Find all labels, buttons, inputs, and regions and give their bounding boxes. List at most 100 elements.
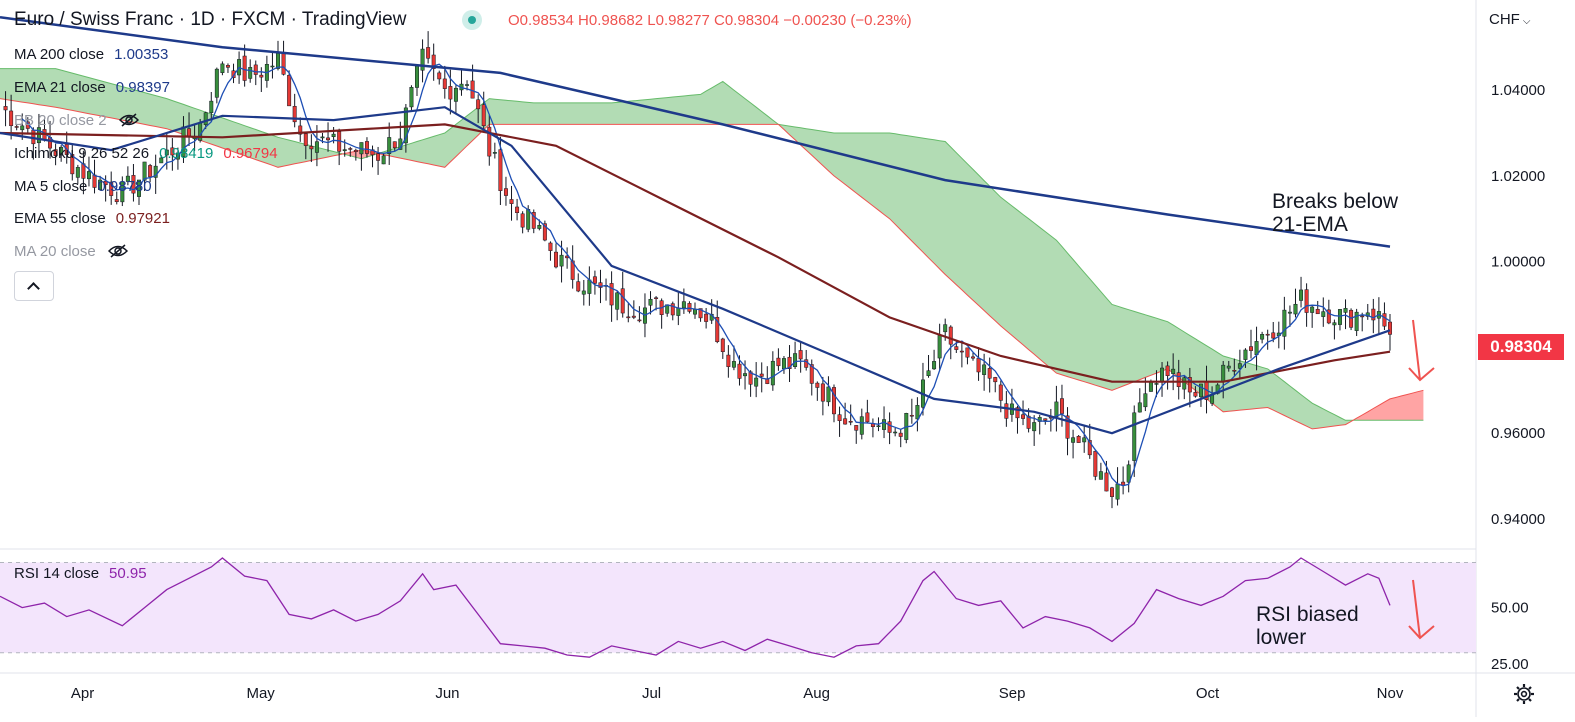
collapse-legend-button[interactable] [14,271,54,301]
candle-body [270,65,275,68]
candle-body [1098,471,1103,480]
candle-body [281,53,286,75]
gear-icon[interactable] [1513,683,1535,705]
candle-body [592,276,597,284]
candle-body [153,165,158,178]
candle-body [353,149,358,152]
candle-body [826,386,831,403]
candle-body [876,425,881,427]
annotation-line: 21-EMA [1272,213,1348,236]
candle-body [86,171,91,180]
candle-body [170,147,175,156]
candle-body [364,141,369,154]
price-tick-label: 1.04000 [1491,82,1545,99]
currency-selector[interactable]: CHF ⌵ [1489,11,1530,28]
candle-body [1065,415,1070,439]
candle-body [743,373,748,377]
legend-ma200[interactable]: MA 200 close 1.00353 [14,46,168,63]
candle-body [854,425,859,431]
candle-body [1221,364,1226,383]
candles [3,31,1392,509]
legend-ma5[interactable]: MA 5 close 0.98780 [14,178,152,195]
legend-ema21[interactable]: EMA 21 close 0.98397 [14,79,170,96]
candle-body [948,326,953,345]
candle-body [648,298,653,306]
candle-body [982,364,987,375]
candle-body [1243,349,1248,360]
candle-body [248,67,253,79]
candle-body [965,347,970,358]
candle-body [1337,309,1342,325]
candle-body [693,309,697,315]
legend-ema55[interactable]: EMA 55 close 0.97921 [14,210,170,227]
candle-body [403,107,408,144]
candle-body [1071,437,1076,443]
cloud-bearish [1356,390,1424,421]
candle-body [253,64,258,75]
candle-body [320,136,325,139]
legend-label: EMA 21 close [14,79,106,96]
candle-body [1182,377,1187,390]
legend-bb20[interactable]: BB 20 close 2 [14,112,139,129]
candle-body [882,419,887,430]
legend-value: 0.98780 [97,178,152,195]
candle-body [754,377,759,387]
candle-body [587,279,592,294]
legend-label: MA 20 close [14,243,96,260]
candle-body [1260,334,1265,340]
candle-body [487,126,492,157]
market-status-icon[interactable] [462,10,482,30]
candle-body [59,146,64,156]
candle-body [531,212,536,229]
candle-body [187,128,192,137]
legend-label: MA 5 close [14,178,88,195]
candle-body [1126,464,1131,483]
candle-body [1299,289,1304,301]
eye-hidden-icon[interactable] [107,244,128,258]
last-price-label: 0.98304 [1478,334,1564,360]
candle-body [932,361,937,370]
candle-body [148,165,153,178]
legend-ichimoku[interactable]: Ichimoku 9 26 52 26 0.98419 0.96794 [14,145,278,162]
candle-body [626,316,631,319]
annotation-breaks-ema: Breaks below 21-EMA [1272,190,1398,236]
candle-body [503,188,508,196]
candle-body [476,99,481,110]
ema55-line [0,123,1391,383]
candle-body [1026,415,1031,429]
eye-hidden-icon[interactable] [118,113,139,127]
candle-body [314,141,319,153]
legend-ma20[interactable]: MA 20 close [14,243,128,260]
candle-body [1093,451,1098,477]
annotation-line: Breaks below [1272,190,1399,213]
candle-body [1310,306,1315,313]
down-arrow-icon [1408,579,1435,640]
rsi-line [0,557,1391,658]
price-tick-label: 1.02000 [1491,168,1545,185]
candle-body [848,421,853,423]
cloud-bullish [378,81,1357,429]
candle-body [1271,332,1276,339]
time-tick-label: Jun [435,685,459,702]
candle-body [520,213,525,228]
candle-body [125,175,130,182]
candle-body [342,149,347,152]
candle-body [1004,403,1009,419]
candle-body [1282,309,1287,337]
candle-body [326,137,331,141]
candle-body [1293,303,1298,315]
candle-body [654,297,659,299]
candle-body [276,53,280,69]
candle-body [615,292,620,310]
legend-value: 0.96794 [223,145,278,162]
candle-body [1354,311,1359,331]
candle-body [370,149,375,156]
candle-body [1315,308,1320,315]
candle-body [36,127,41,144]
candle-body [1032,422,1037,432]
legend-rsi[interactable]: RSI 14 close 50.95 [14,565,147,582]
chevron-down-icon: ⌵ [1522,16,1531,27]
candle-body [1021,414,1026,419]
